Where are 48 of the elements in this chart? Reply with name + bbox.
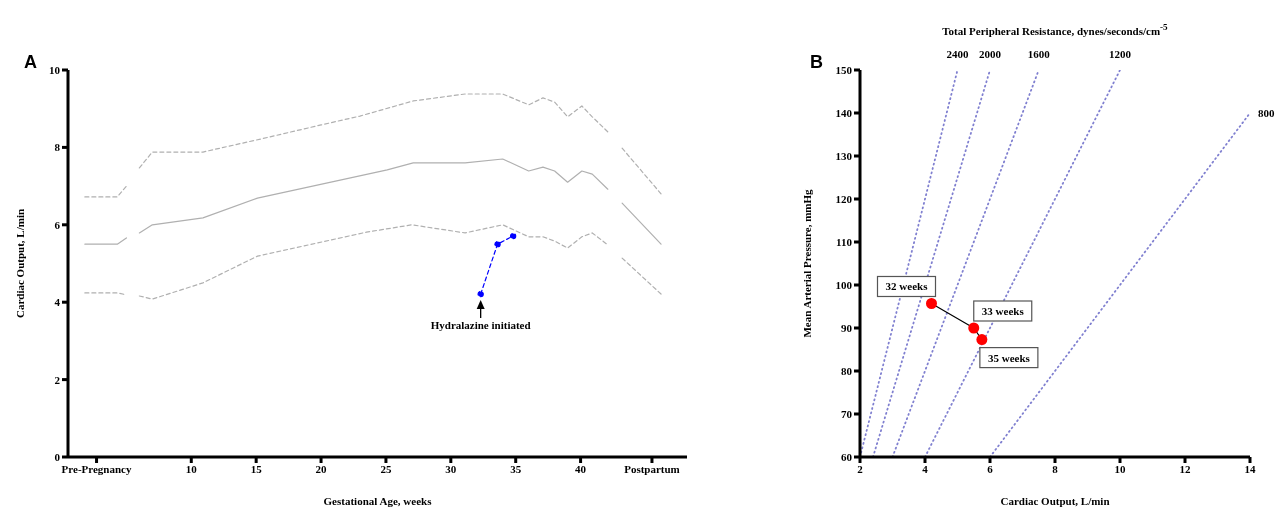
x-axis-title: Gestational Age, weeks: [323, 495, 433, 507]
y-tick-label: 140: [835, 106, 853, 119]
series-label: 1600: [1027, 48, 1051, 60]
x-tick-label: 25: [380, 462, 392, 475]
series-label: 1200: [1109, 48, 1132, 60]
y-tick-label: 110: [836, 235, 853, 248]
x-tick-label: 15: [250, 462, 263, 475]
y-tick-label: 10: [49, 63, 61, 76]
y-tick-label: 80: [841, 364, 853, 377]
x-tick-label: 6: [987, 462, 994, 475]
annotation: 33 weeks: [981, 305, 1025, 317]
x-tick-label: 12: [1179, 462, 1191, 475]
y-tick-label: 2: [54, 373, 61, 386]
y-tick-label: 4: [54, 296, 61, 309]
x-tick-label: Pre-Pregnancy: [61, 462, 132, 475]
annotation: Hydralazine initiated: [430, 319, 531, 332]
series-label: 2400: [946, 48, 969, 60]
y-tick-label: 120: [835, 192, 853, 205]
x-tick-label: 35: [510, 462, 522, 475]
x-tick-label: 40: [575, 462, 587, 475]
y-tick-label: 150: [835, 63, 853, 76]
x-tick-label: 20: [315, 462, 328, 475]
x-tick-label: 4: [922, 462, 929, 475]
y-tick-label: 6: [54, 218, 61, 231]
y-tick-label: 8: [54, 141, 61, 154]
x-tick-label: 2: [857, 462, 864, 475]
x-tick-label: 10: [1114, 462, 1126, 475]
annotation: 32 weeks: [885, 280, 929, 293]
x-axis-title: Cardiac Output, L/min: [1000, 495, 1110, 507]
y-axis-title: Cardiac Output, L/min: [13, 208, 26, 319]
x-tick-label: 8: [1052, 462, 1059, 475]
y-tick-label: 70: [841, 407, 853, 420]
y-tick-label: 100: [835, 278, 853, 291]
y-tick-label: 60: [841, 450, 853, 463]
text: B: [810, 52, 823, 73]
y-axis-title: Mean Arterial Pressure, mmHg: [800, 188, 813, 338]
y-tick-label: 130: [835, 149, 853, 162]
x-tick-label: 14: [1244, 462, 1256, 475]
y-tick-label: 90: [841, 321, 853, 334]
series-label: 2000: [979, 48, 1002, 60]
annotation: 35 weeks: [987, 351, 1031, 364]
y-tick-label: 0: [54, 450, 61, 463]
x-tick-label: 30: [445, 462, 457, 475]
chart-title: Total Peripheral Resistance, dynes/seconds/cm$^{-5}$: [941, 22, 1169, 37]
x-tick-label: Postpartum: [624, 462, 680, 475]
series-label: 800: [1258, 107, 1275, 119]
text: A: [24, 52, 37, 73]
x-tick-label: 10: [185, 462, 198, 475]
